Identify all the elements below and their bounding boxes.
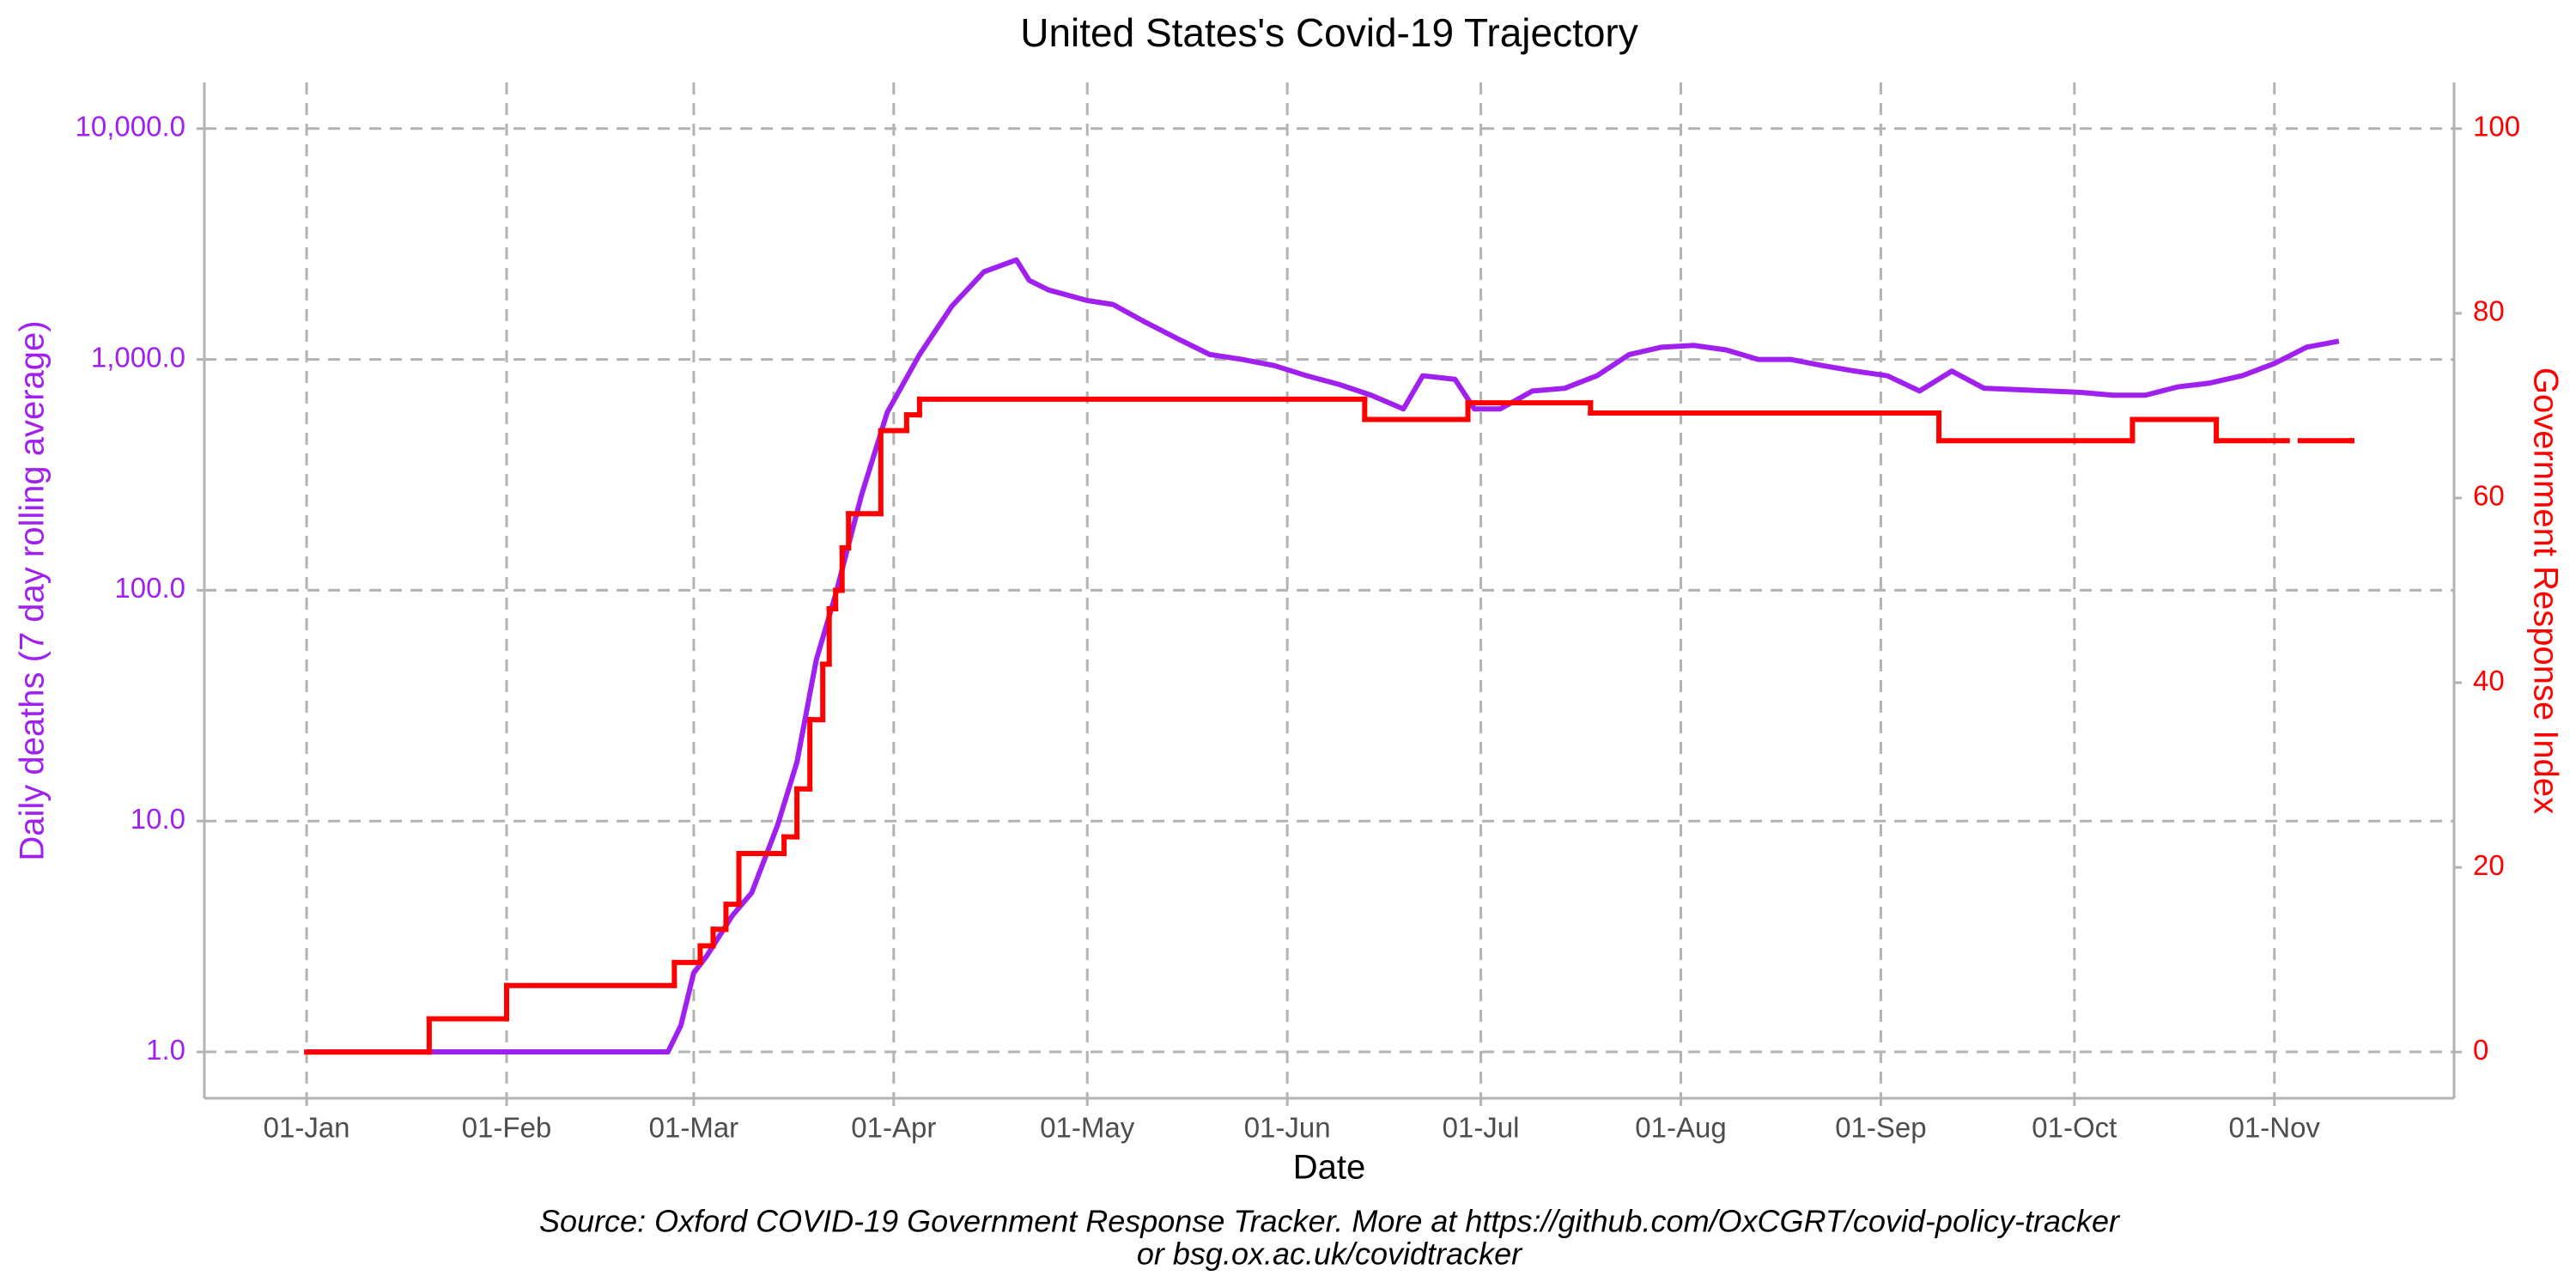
y2-tick-label: 0 [2473, 1034, 2488, 1066]
y2-tick-label: 80 [2473, 295, 2505, 327]
caption-line: Source: Oxford COVID-19 Government Respo… [539, 1204, 2121, 1239]
chart-title: United States's Covid-19 Trajectory [1020, 10, 1638, 55]
x-tick-label: 01-Sep [1835, 1112, 1926, 1144]
x-tick-label: 01-Jul [1443, 1112, 1520, 1144]
x-tick-label: 01-Mar [649, 1112, 739, 1144]
caption-line: or bsg.ox.ac.uk/covidtracker [1137, 1236, 1523, 1272]
x-tick-label: 01-Nov [2229, 1112, 2321, 1144]
x-tick-label: 01-Oct [2032, 1112, 2117, 1144]
series-line [307, 257, 2340, 1055]
x-tick-label: 01-Jun [1244, 1112, 1331, 1144]
x-tick-label: 01-May [1040, 1112, 1135, 1144]
x-tick-label: 01-Apr [851, 1112, 936, 1144]
y2-axis-title: Government Response Index [2526, 368, 2564, 814]
y2-tick-label: 100 [2473, 110, 2520, 142]
y2-tick-label: 60 [2473, 480, 2505, 512]
y-tick-label: 1,000.0 [91, 341, 185, 373]
y-tick-label: 1.0 [146, 1034, 185, 1066]
x-axis-title: Date [1293, 1149, 1366, 1187]
x-tick-label: 01-Aug [1635, 1112, 1726, 1144]
y-axis-title: Daily deaths (7 day rolling average) [14, 320, 52, 860]
y-tick-label: 10.0 [131, 803, 185, 835]
y-tick-label: 100.0 [114, 572, 185, 604]
x-tick-label: 01-Feb [462, 1112, 552, 1144]
y-tick-label: 10,000.0 [76, 110, 185, 142]
x-tick-label: 01-Jan [264, 1112, 350, 1144]
y2-tick-label: 20 [2473, 849, 2505, 881]
y2-tick-label: 40 [2473, 665, 2505, 696]
